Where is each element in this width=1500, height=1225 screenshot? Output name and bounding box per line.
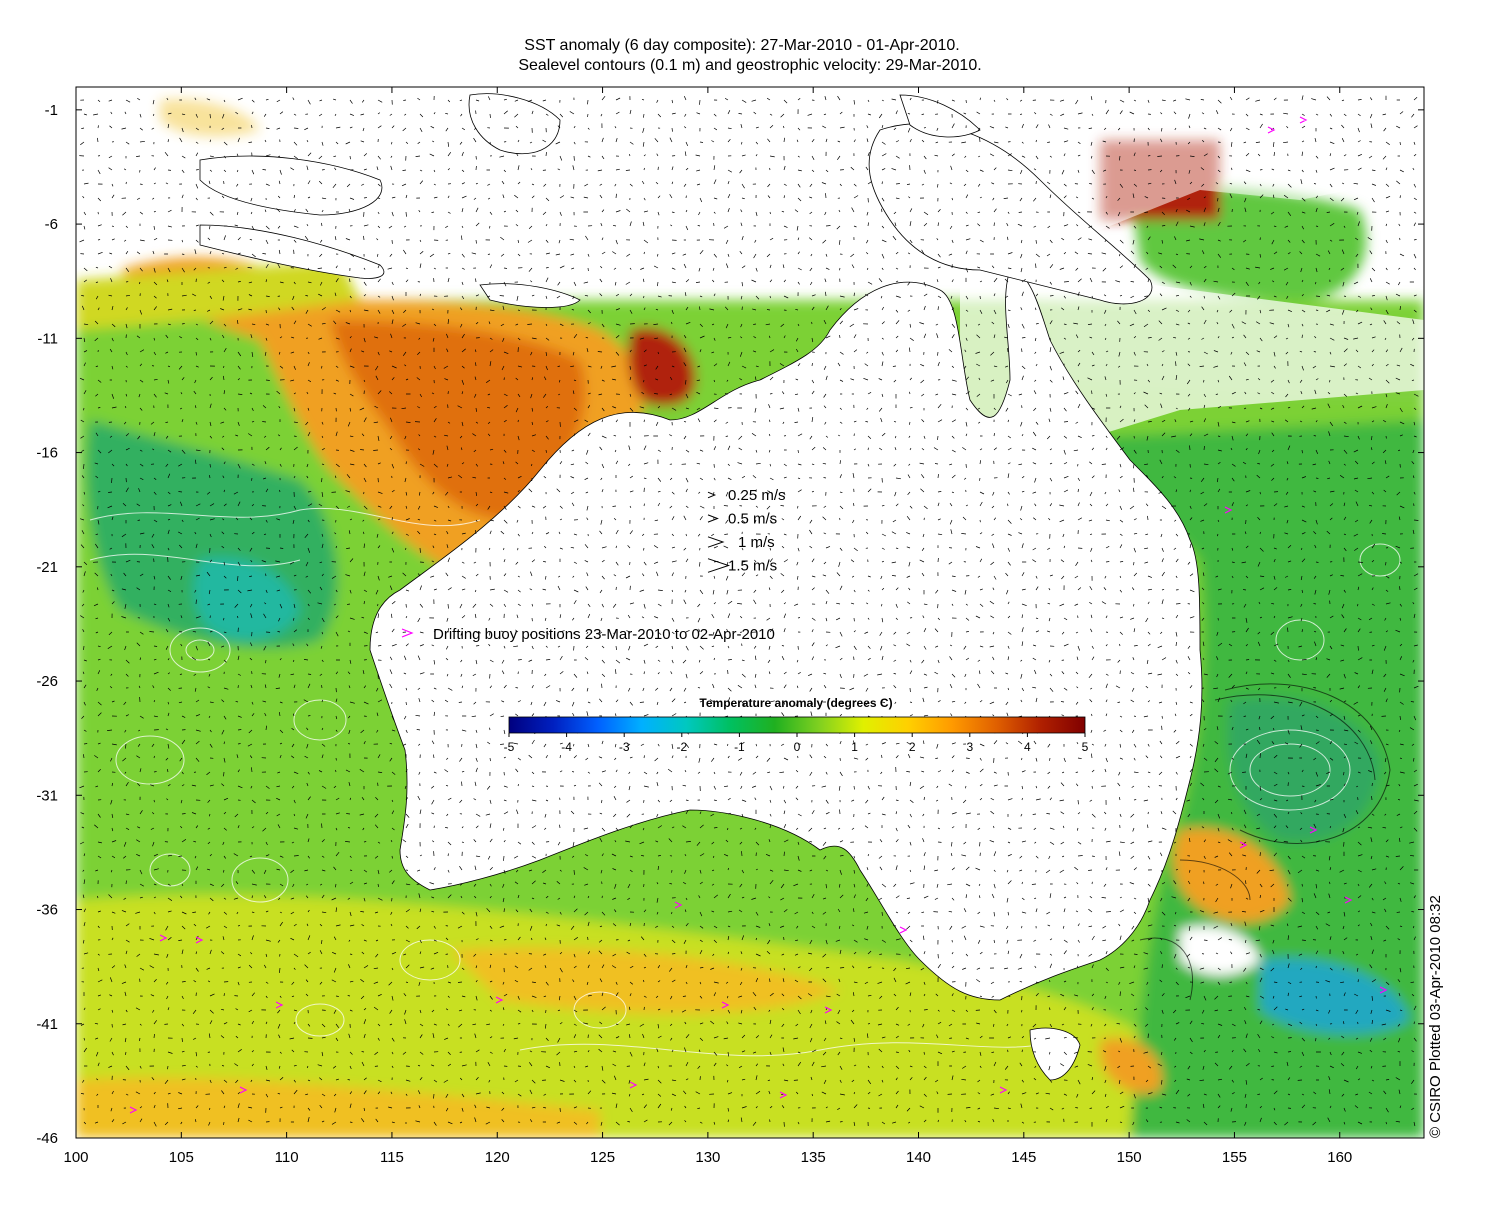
colorbar-tick-label: -1	[734, 740, 745, 754]
copyright-label: © CSIRO Plotted 03-Apr-2010 08:32	[1427, 895, 1444, 1138]
y-tick-label: -31	[36, 787, 58, 804]
buoy-marker	[129, 116, 1388, 1114]
colorbar-tick-label: -4	[561, 740, 572, 754]
map-frame	[75, 86, 1425, 1139]
y-tick-label: -41	[36, 1016, 58, 1033]
timor-landmass	[479, 283, 581, 308]
missing-data-band	[76, 87, 1424, 280]
velocity-legend-arrow-icon	[707, 491, 717, 499]
velocity-legend-arrow-icon	[707, 536, 725, 548]
x-tick-label: 160	[1327, 1149, 1352, 1166]
colorbar-tick-label: 2	[909, 740, 916, 754]
y-tick-label: -6	[45, 216, 58, 233]
buoy-legend: Drifting buoy positions 23-Mar-2010 to 0…	[401, 626, 775, 643]
map-panel[interactable]	[76, 87, 1424, 1138]
x-tick-label: 140	[906, 1149, 931, 1166]
x-tick-label: 105	[169, 1149, 194, 1166]
x-tick-label: 110	[275, 1149, 299, 1166]
colorbar-tick-label: 0	[794, 740, 801, 754]
velocity-legend-label: 1.5 m/s	[728, 558, 777, 575]
colorbar-tick-label: 1	[851, 740, 858, 754]
figure-title-line1: SST anomaly (6 day composite): 27-Mar-20…	[524, 37, 959, 54]
x-tick-label: 125	[590, 1149, 615, 1166]
x-tick-label: 135	[801, 1149, 826, 1166]
x-tick-label: 100	[63, 1149, 88, 1166]
colorbar-tick-label: 3	[966, 740, 973, 754]
velocity-legend-label: 0.25 m/s	[728, 487, 786, 504]
geostrophic-velocity-vectors	[79, 95, 1419, 1127]
colorbar-ramp	[508, 716, 1086, 734]
y-tick-label: -26	[36, 673, 58, 690]
velocity-legend-label: 0.5 m/s	[728, 511, 777, 528]
colorbar: Temperature anomaly (degrees C) -5 -4 -3 -2…	[504, 696, 1089, 754]
buoy-legend-label: Drifting buoy positions 23-Mar-2010 to 0…	[433, 626, 775, 643]
colorbar-tick-label: 5	[1082, 740, 1089, 754]
colorbar-tick-label: -5	[504, 740, 515, 754]
new-guinea-landmass	[868, 123, 1153, 305]
current-contours	[1139, 683, 1391, 1001]
y-tick-label: -1	[45, 102, 58, 119]
colorbar-tick-label: 4	[1024, 740, 1031, 754]
x-tick-label: 120	[485, 1149, 510, 1166]
y-tick-label: -11	[37, 330, 58, 347]
x-axis: 100 105 110 115 120 125 130 135 140 145 150 155 160	[63, 87, 1352, 1166]
colorbar-ticks: -5 -4 -3 -2 -1 0 1 2 3 4 5	[504, 733, 1089, 754]
x-tick-label: 115	[380, 1149, 404, 1166]
sealevel-contours	[89, 507, 1401, 1057]
y-axis: -1-6-11-16-21-26-31-36-41-46	[36, 102, 1424, 1147]
velocity-legend: 0.25 m/s 0.5 m/s 1 m/s 1.5 m/s	[707, 487, 786, 575]
colorbar-tick-label: -3	[619, 740, 630, 754]
x-tick-label: 150	[1117, 1149, 1142, 1166]
y-tick-label: -46	[36, 1130, 58, 1147]
drifting-buoy-markers	[129, 116, 1388, 1114]
x-tick-label: 130	[695, 1149, 720, 1166]
colorbar-title: Temperature anomaly (degrees C)	[699, 696, 892, 710]
y-tick-label: -21	[36, 559, 58, 576]
velocity-legend-label: 1 m/s	[738, 534, 775, 551]
north-coast-landmass	[899, 94, 981, 138]
velocity-legend-arrow-icon	[707, 558, 731, 573]
sulawesi-landmass	[468, 93, 561, 154]
colorbar-tick-label: -2	[676, 740, 687, 754]
y-tick-label: -16	[36, 445, 58, 462]
borneo-landmass	[199, 155, 383, 216]
x-tick-label: 155	[1222, 1149, 1247, 1166]
java-landmass	[199, 224, 385, 279]
x-tick-label: 145	[1011, 1149, 1036, 1166]
velocity-arrow	[79, 95, 1419, 1127]
tasmania-landmass	[1029, 1027, 1081, 1081]
y-tick-label: -36	[36, 902, 58, 919]
australia-landmass	[369, 269, 1203, 1001]
buoy-legend-marker-icon	[401, 628, 414, 638]
velocity-legend-arrow-icon	[707, 514, 719, 523]
figure-title-line2: Sealevel contours (0.1 m) and geostrophi…	[518, 57, 981, 74]
